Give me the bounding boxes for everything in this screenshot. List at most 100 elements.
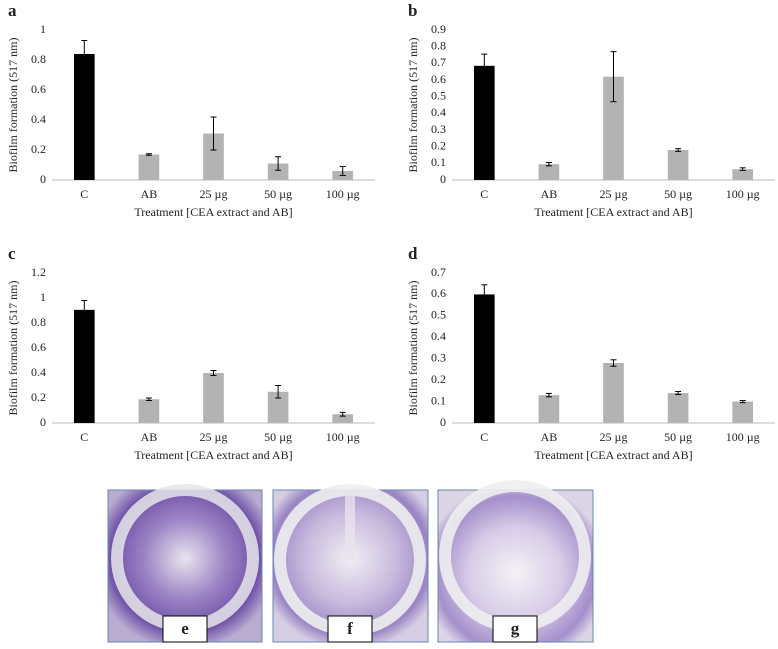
error-bar	[610, 51, 617, 103]
bar	[203, 373, 224, 423]
y-axis-label: Biofilm formation (517 nm)	[6, 281, 20, 416]
chart-panel: b Biofilm formation (517 nm) Treatment [CE…	[406, 1, 775, 219]
y-tick-label: 0.2	[431, 138, 446, 152]
image-label: e	[181, 619, 189, 638]
image-label: g	[511, 619, 520, 638]
y-tick-label: 0.1	[431, 393, 446, 407]
y-tick-label: 0.4	[31, 365, 46, 379]
x-axis-label: Treatment [CEA extract and AB]	[534, 448, 692, 462]
photo-f: f	[272, 484, 429, 643]
bar	[73, 54, 95, 180]
error-bar	[339, 411, 346, 417]
error-bar	[275, 156, 282, 171]
bar	[603, 76, 624, 180]
x-tick-label: AB	[541, 187, 558, 201]
x-axis-label: Treatment [CEA extract and AB]	[134, 205, 292, 219]
y-tick-label: 0.6	[31, 340, 46, 354]
y-tick-label: 1	[40, 22, 46, 36]
x-tick-label: 50 µg	[264, 187, 292, 201]
error-bar	[481, 53, 488, 78]
error-bar	[81, 40, 88, 68]
bar	[473, 65, 495, 180]
y-tick-label: 0.4	[31, 112, 46, 126]
y-tick-label: 0.7	[431, 265, 446, 279]
x-tick-label: C	[480, 430, 488, 444]
y-tick-label: 0.7	[431, 55, 446, 69]
y-tick-label: 0.2	[431, 372, 446, 386]
y-axis-label: Biofilm formation (517 nm)	[406, 38, 420, 173]
panel-label: d	[408, 244, 418, 263]
error-bar	[675, 391, 682, 395]
x-tick-label: AB	[541, 430, 558, 444]
x-tick-label: 100 µg	[326, 187, 360, 201]
bar	[732, 401, 754, 423]
error-bar	[739, 167, 746, 171]
error-bar	[210, 116, 217, 151]
y-tick-label: 0.4	[431, 105, 446, 119]
chart-panel: a Biofilm formation (517 nm) Treatment [CE…	[6, 1, 375, 219]
bar	[73, 309, 95, 423]
error-bar	[545, 392, 552, 398]
x-tick-label: C	[80, 430, 88, 444]
photo-g: g	[437, 480, 594, 643]
chart-panel: d Biofilm formation (517 nm) Treatment [CE…	[406, 244, 775, 462]
x-axis-label: Treatment [CEA extract and AB]	[134, 448, 292, 462]
panel-label: b	[408, 1, 417, 20]
bar	[267, 391, 289, 423]
error-bar	[610, 359, 617, 367]
y-tick-label: 0	[440, 415, 446, 429]
y-tick-label: 0.4	[431, 329, 446, 343]
bar	[203, 133, 224, 180]
bar	[267, 163, 289, 180]
chart-panel: c Biofilm formation (517 nm) Treatment [CE…	[6, 244, 375, 462]
x-tick-label: 25 µg	[600, 187, 628, 201]
x-tick-label: 100 µg	[726, 187, 760, 201]
error-bar	[675, 148, 682, 152]
bar	[138, 399, 160, 423]
y-tick-label: 0	[40, 415, 46, 429]
y-tick-label: 0.9	[431, 22, 446, 36]
error-bar	[481, 284, 488, 305]
x-axis-label: Treatment [CEA extract and AB]	[534, 205, 692, 219]
x-tick-label: 50 µg	[664, 187, 692, 201]
y-tick-label: 0.2	[31, 390, 46, 404]
y-axis-label: Biofilm formation (517 nm)	[406, 281, 420, 416]
x-tick-label: AB	[141, 430, 158, 444]
y-tick-label: 0.8	[431, 38, 446, 52]
y-tick-label: 0	[40, 172, 46, 186]
bar	[473, 294, 495, 423]
y-tick-label: 0.5	[431, 308, 446, 322]
y-tick-label: 0.6	[31, 82, 46, 96]
x-tick-label: C	[480, 187, 488, 201]
x-tick-label: 100 µg	[726, 430, 760, 444]
bar	[138, 154, 160, 180]
bar	[538, 395, 560, 423]
y-tick-label: 0.3	[431, 122, 446, 136]
y-tick-label: 0.3	[431, 350, 446, 364]
x-tick-label: 50 µg	[264, 430, 292, 444]
y-tick-label: 0.5	[431, 88, 446, 102]
error-bar	[81, 300, 88, 320]
photo-e: e	[107, 484, 263, 643]
bar	[732, 169, 754, 180]
x-tick-label: 100 µg	[326, 430, 360, 444]
y-tick-label: 1	[40, 290, 46, 304]
error-bar	[210, 370, 217, 376]
x-tick-label: 25 µg	[200, 430, 228, 444]
error-bar	[545, 162, 552, 167]
error-bar	[145, 397, 152, 401]
y-tick-label: 0	[440, 172, 446, 186]
x-tick-label: 25 µg	[200, 187, 228, 201]
bar	[603, 363, 624, 423]
x-tick-label: 25 µg	[600, 430, 628, 444]
error-bar	[339, 166, 346, 176]
x-tick-label: 50 µg	[664, 430, 692, 444]
error-bar	[145, 153, 152, 156]
error-bar	[275, 385, 282, 399]
error-bar	[739, 400, 746, 404]
y-tick-label: 0.2	[31, 142, 46, 156]
x-tick-label: AB	[141, 187, 158, 201]
y-tick-label: 1.2	[31, 265, 46, 279]
y-tick-label: 0.8	[31, 52, 46, 66]
